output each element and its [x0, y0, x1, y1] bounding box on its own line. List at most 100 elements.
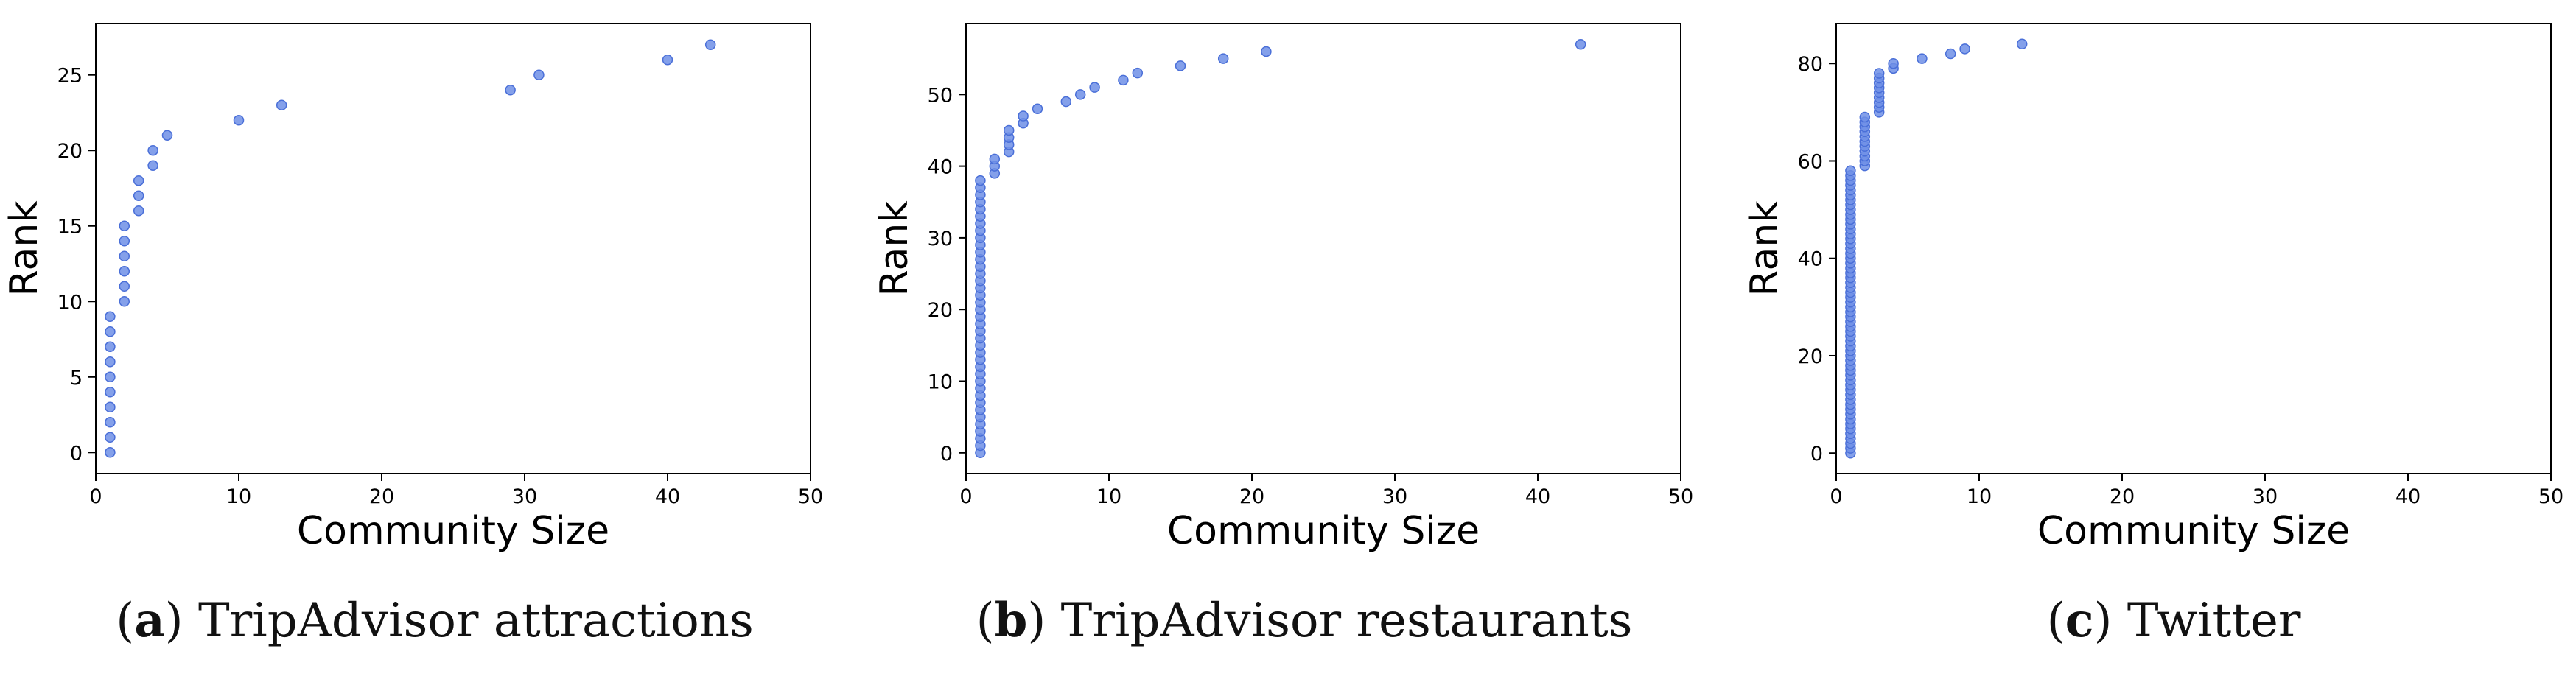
data-point-b-54	[1175, 60, 1186, 71]
y-tick-label-a-2: 10	[57, 291, 83, 314]
data-point-a-26	[662, 54, 673, 66]
y-axis-label-c: Rank	[1743, 201, 1787, 297]
data-point-b-57	[1575, 38, 1586, 50]
x-tick-label-a-2: 20	[369, 485, 394, 508]
y-axis-label-a: Rank	[2, 201, 46, 297]
chart-b: 0 10 20 30 40 50 0 10 20 30 40 50 Community Size Rank	[872, 23, 1693, 553]
plot-frame-a	[95, 23, 811, 474]
data-point-a-12	[119, 266, 130, 277]
chart-c: 0 10 20 30 40 50 0 20 40 60 80 Community Size Rank	[1743, 23, 2563, 553]
data-point-c-81	[1917, 53, 1928, 64]
data-point-a-25	[533, 69, 545, 80]
data-point-a-3	[105, 401, 116, 413]
x-axis-label-c: Community Size	[2037, 509, 2350, 553]
data-point-b-49	[1060, 96, 1072, 108]
data-point-c-69	[1859, 111, 1871, 123]
data-point-b-38	[975, 175, 986, 186]
y-tick-label-c-2: 40	[1798, 248, 1823, 271]
caption-c-text: Twitter	[2127, 594, 2301, 648]
x-tick-label-a-1: 10	[226, 485, 251, 508]
y-tick-label-b-5: 50	[928, 84, 953, 107]
x-tick-label-a-4: 40	[655, 485, 680, 508]
data-point-b-48	[1032, 103, 1043, 115]
y-tick-label-a-1: 5	[70, 367, 83, 390]
data-point-a-8	[105, 326, 116, 337]
y-tick-label-a-4: 20	[57, 140, 83, 163]
y-tick-label-a-3: 15	[57, 216, 83, 239]
y-tick-label-a-5: 25	[57, 65, 83, 88]
x-tick-label-c-3: 30	[2253, 485, 2278, 508]
y-tick-label-b-4: 40	[928, 156, 953, 179]
data-point-a-5	[105, 371, 116, 383]
data-point-a-14	[119, 235, 130, 247]
data-point-a-1	[105, 432, 116, 443]
data-point-a-17	[133, 190, 144, 201]
y-tick-label-b-3: 30	[928, 228, 953, 250]
y-tick-label-a-0: 0	[70, 442, 83, 465]
caption-a: (a) TripAdvisor attractions	[116, 593, 754, 648]
x-tick-label-b-1: 10	[1096, 485, 1121, 508]
data-point-c-83	[1959, 43, 1970, 55]
data-point-a-9	[105, 311, 116, 323]
data-point-a-0	[105, 447, 116, 458]
data-point-b-45	[1003, 124, 1015, 136]
x-tick-label-c-1: 10	[1967, 485, 1992, 508]
y-tick-label-c-1: 20	[1798, 345, 1823, 368]
x-tick-label-b-5: 50	[1668, 485, 1693, 508]
data-point-a-2	[105, 417, 116, 428]
x-tick-label-b-0: 0	[959, 485, 972, 508]
data-point-b-55	[1217, 53, 1229, 64]
data-point-b-41	[989, 153, 1001, 165]
y-tick-label-b-0: 0	[940, 443, 953, 466]
plot-frame-c	[1835, 23, 2552, 474]
caption-b-text: TripAdvisor restaurants	[1060, 594, 1633, 648]
caption-c: (c) Twitter	[2046, 593, 2301, 648]
x-tick-label-c-2: 20	[2110, 485, 2135, 508]
data-point-a-15	[119, 220, 130, 231]
y-tick-label-b-1: 10	[928, 370, 953, 393]
caption-b-label: b	[994, 593, 1028, 648]
data-point-a-7	[105, 341, 116, 353]
x-axis-label-a: Community Size	[297, 509, 609, 553]
data-point-a-18	[133, 175, 144, 186]
data-point-c-78	[1873, 68, 1885, 79]
x-tick-label-a-3: 30	[512, 485, 537, 508]
data-point-a-13	[119, 250, 130, 262]
caption-a-text: TripAdvisor attractions	[197, 594, 754, 648]
data-point-b-56	[1261, 46, 1272, 57]
y-tick-label-c-4: 80	[1798, 53, 1823, 76]
data-point-a-21	[161, 130, 173, 141]
x-tick-label-c-4: 40	[2395, 485, 2421, 508]
data-point-c-80	[1888, 57, 1899, 69]
data-point-a-10	[119, 296, 130, 307]
data-point-a-23	[276, 99, 287, 110]
data-point-a-24	[505, 84, 516, 96]
data-point-a-16	[133, 205, 144, 217]
caption-b: (b) TripAdvisor restaurants	[976, 593, 1633, 648]
data-point-a-19	[147, 160, 158, 171]
x-axis-label-b: Community Size	[1167, 509, 1480, 553]
data-point-b-47	[1018, 110, 1029, 122]
data-point-a-27	[704, 39, 716, 50]
x-tick-label-c-0: 0	[1830, 485, 1842, 508]
x-tick-label-b-2: 20	[1239, 485, 1264, 508]
data-point-a-4	[105, 387, 116, 398]
chart-a: 0 10 20 30 40 50 0 5 10 15 20 25 Community Size Rank	[2, 23, 823, 553]
data-point-a-22	[233, 114, 245, 126]
data-point-b-53	[1132, 67, 1144, 79]
data-point-a-6	[105, 356, 116, 368]
caption-c-label: c	[2065, 593, 2094, 648]
x-tick-label-b-3: 30	[1382, 485, 1407, 508]
x-tick-label-a-5: 50	[798, 485, 823, 508]
x-tick-label-a-0: 0	[89, 485, 102, 508]
y-axis-label-b: Rank	[872, 201, 917, 297]
data-point-a-20	[147, 144, 158, 156]
y-tick-label-c-3: 60	[1798, 150, 1823, 173]
data-point-b-51	[1089, 82, 1100, 93]
data-point-b-52	[1118, 74, 1129, 86]
data-point-a-11	[119, 281, 130, 292]
x-tick-label-c-5: 50	[2538, 485, 2563, 508]
data-point-c-84	[2016, 38, 2028, 50]
data-point-c-82	[1945, 48, 1956, 60]
